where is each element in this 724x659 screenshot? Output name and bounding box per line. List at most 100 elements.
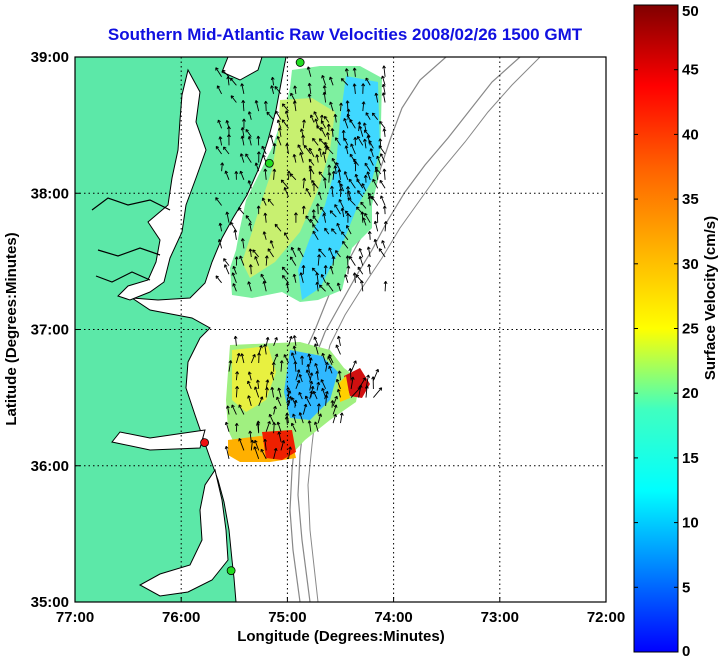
velocity-arrow [255, 422, 260, 434]
velocity-arrow [340, 78, 349, 86]
velocity-arrow [303, 144, 312, 155]
velocity-arrow [383, 221, 388, 232]
velocity-arrow [231, 404, 237, 415]
velocity-arrow [332, 413, 337, 424]
velocity-arrow [367, 195, 372, 206]
velocity-arrow [234, 256, 239, 266]
velocity-arrow [375, 211, 380, 223]
velocity-arrow [318, 284, 326, 292]
velocity-arrow [280, 179, 289, 189]
velocity-arrow [307, 93, 312, 103]
velocity-arrow [225, 119, 230, 129]
radar-site-marker [200, 438, 209, 447]
velocity-arrow [339, 183, 345, 192]
velocity-vectors [215, 65, 388, 460]
velocity-arrow [312, 230, 319, 241]
velocity-arrow [261, 197, 267, 206]
velocity-arrow [286, 170, 291, 180]
colorbar-label: Surface Velocity (cm/s) [702, 216, 719, 380]
velocity-arrow [222, 69, 230, 78]
velocity-arrow [283, 187, 289, 198]
velocity-arrow [376, 155, 382, 166]
velocity-arrow [294, 212, 298, 223]
velocity-arrow [290, 352, 297, 364]
velocity-arrow [265, 420, 271, 432]
velocity-arrow [336, 282, 341, 292]
velocity-arrow [307, 420, 312, 432]
velocity-arrow [276, 421, 282, 432]
velocity-arrow [240, 83, 245, 94]
rappahannock-river [97, 247, 161, 257]
velocity-arrow [263, 168, 268, 180]
velocity-arrow [254, 386, 260, 398]
velocity-arrow [226, 76, 231, 86]
velocity-arrow [290, 246, 297, 258]
velocity-arrow [339, 102, 343, 112]
colorbar-tick-label: 10 [682, 515, 699, 532]
y-tick-label: 37:00 [31, 322, 69, 339]
velocity-arrow [268, 413, 275, 424]
velocity-arrow [230, 95, 237, 103]
velocity-arrow [315, 370, 320, 381]
velocity-arrow [364, 212, 371, 223]
radar-sites [200, 58, 305, 576]
velocity-arrow [299, 272, 304, 283]
velocity-arrow [224, 421, 230, 432]
velocity-arrow [265, 336, 270, 346]
velocity-arrow [256, 135, 261, 146]
velocity-arrow [379, 179, 386, 189]
velocity-arrow [292, 345, 297, 355]
velocity-arrow [215, 275, 222, 284]
york-river [95, 271, 151, 283]
velocity-arrow [300, 355, 304, 365]
velocity-arrow [301, 265, 306, 275]
velocity-arrow [248, 248, 253, 258]
velocity-arrow [217, 238, 223, 249]
velocity-arrow [225, 405, 230, 415]
velocity-arrow [309, 380, 314, 391]
velocity-arrow [324, 361, 329, 372]
x-tick-label: 74:00 [374, 609, 412, 626]
velocity-arrow [344, 274, 349, 283]
velocity-arrow [247, 180, 252, 189]
map-area [75, 57, 606, 602]
radar-site-marker [226, 566, 236, 576]
velocity-arrow [355, 274, 364, 284]
velocity-arrow [358, 377, 366, 390]
velocity-arrow [329, 210, 337, 218]
velocity-arrow [334, 204, 341, 215]
velocity-arrow [320, 274, 327, 283]
velocity-arrow [232, 283, 237, 292]
velocity-arrow [357, 266, 364, 275]
velocity-arrow [254, 162, 260, 172]
velocity-arrow [252, 249, 260, 258]
velocity-arrow [232, 265, 237, 275]
velocity-arrow [216, 85, 223, 95]
velocity-arrow [301, 205, 306, 215]
velocity-arrow [218, 222, 223, 232]
velocity-arrow [316, 403, 321, 415]
velocity-arrow [262, 280, 267, 292]
velocity-arrow [269, 240, 275, 249]
velocity-region-south-hot [262, 430, 296, 460]
velocity-arrow [276, 136, 282, 146]
velocity-arrow [253, 446, 260, 460]
velocity-arrow [361, 83, 366, 94]
velocity-arrow [230, 221, 237, 232]
velocity-arrow [373, 220, 379, 232]
velocity-arrow [352, 272, 357, 283]
velocity-arrow [321, 387, 327, 398]
velocity-arrow [270, 85, 275, 95]
velocity-arrow [337, 179, 342, 189]
velocity-arrow [247, 395, 252, 407]
velocity-arrow [215, 67, 222, 78]
velocity-arrow [292, 413, 297, 424]
velocity-arrow [250, 354, 256, 364]
velocity-arrow [245, 153, 252, 163]
velocity-arrow [297, 247, 304, 258]
velocity-arrow [240, 353, 245, 364]
velocity-arrow [302, 177, 307, 189]
velocity-arrow [335, 378, 341, 389]
velocity-arrow [327, 164, 332, 175]
velocity-arrow [312, 390, 318, 400]
